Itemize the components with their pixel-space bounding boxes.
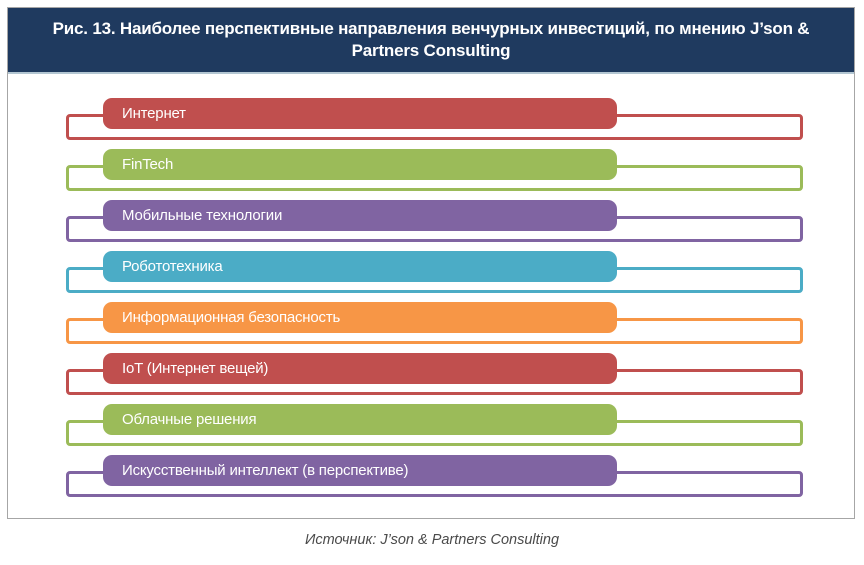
list-item: Робототехника [66,251,803,293]
list-item: FinTech [66,149,803,191]
item-bar: Интернет [103,98,617,129]
list-item: Облачные решения [66,404,803,446]
item-bar: Информационная безопасность [103,302,617,333]
figure-title: Рис. 13. Наиболее перспективные направле… [52,19,810,60]
item-label: IoT (Интернет вещей) [122,360,269,377]
list-item: Интернет [66,98,803,140]
item-label: Робототехника [122,258,223,275]
list-item: Искусственный интеллект (в перспективе) [66,455,803,497]
item-bar: Робототехника [103,251,617,282]
list-item: Информационная безопасность [66,302,803,344]
item-label: FinTech [122,156,174,173]
item-bar: Мобильные технологии [103,200,617,231]
source-caption: Источник: J’son & Partners Consulting [304,532,560,548]
list-item: IoT (Интернет вещей) [66,353,803,395]
item-bar: Облачные решения [103,404,617,435]
item-label: Искусственный интеллект (в перспективе) [122,462,409,479]
item-label: Мобильные технологии [122,207,283,224]
item-label: Информационная безопасность [122,309,341,326]
item-label: Облачные решения [122,411,257,428]
figure-frame: Рис. 13. Наиболее перспективные направле… [7,7,855,519]
figure-header: Рис. 13. Наиболее перспективные направле… [8,8,854,74]
item-label: Интернет [122,105,186,122]
item-bar: FinTech [103,149,617,180]
item-bar: Искусственный интеллект (в перспективе) [103,455,617,486]
list-item: Мобильные технологии [66,200,803,242]
item-bar: IoT (Интернет вещей) [103,353,617,384]
items-list: Интернет FinTech Мобильные технологии Ро… [66,98,803,506]
